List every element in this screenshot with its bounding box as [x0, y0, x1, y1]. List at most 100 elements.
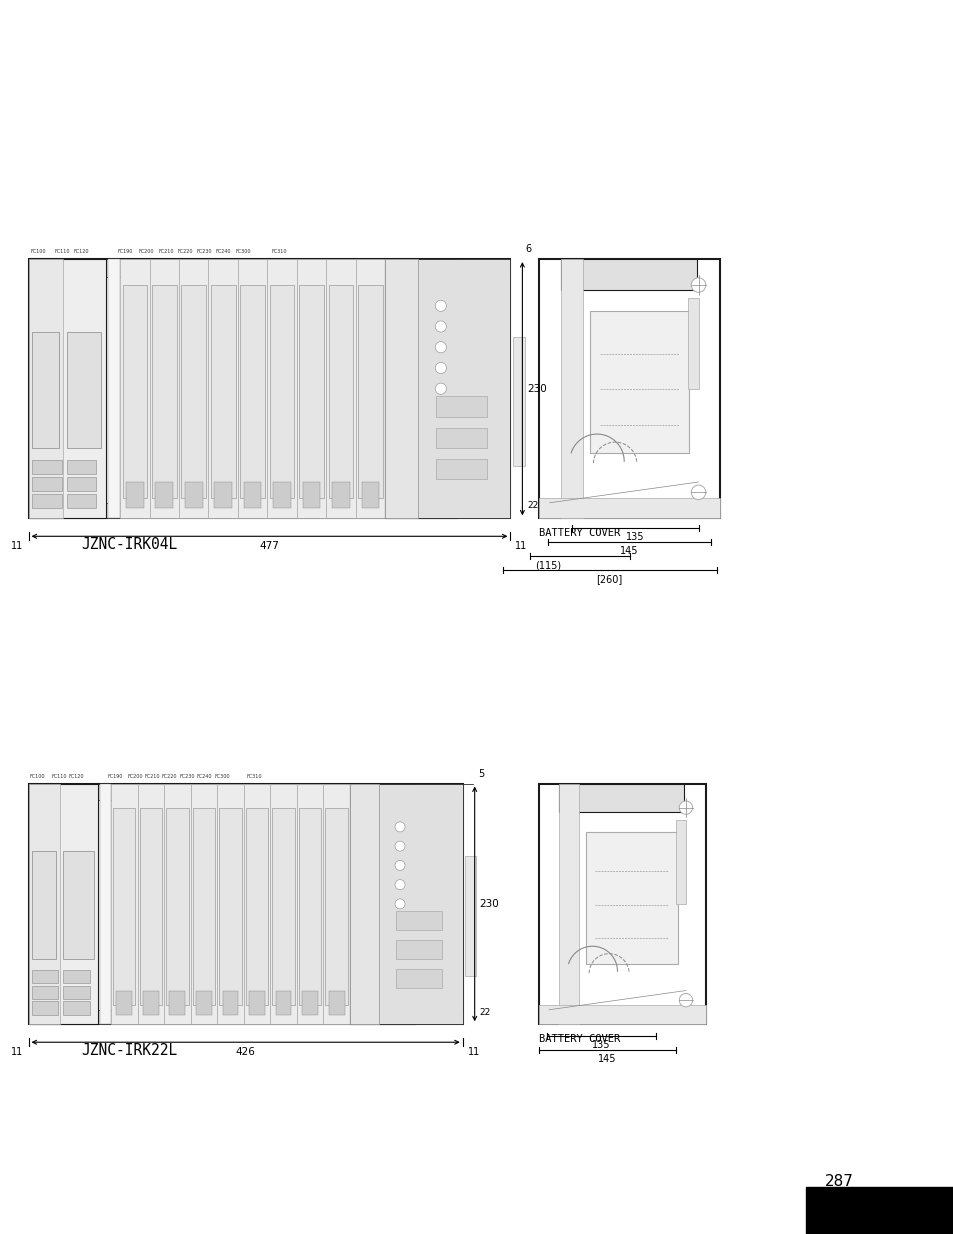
Bar — [270, 285, 294, 497]
Text: FC240: FC240 — [196, 774, 212, 779]
Bar — [273, 482, 291, 508]
Bar — [63, 851, 93, 959]
Bar — [63, 986, 90, 1000]
Text: 6: 6 — [525, 244, 531, 254]
Text: JZNC-IRK04L: JZNC-IRK04L — [81, 537, 177, 552]
Bar — [385, 259, 456, 518]
Bar — [267, 259, 296, 518]
Bar — [32, 851, 56, 959]
Bar — [122, 285, 147, 497]
Bar — [126, 482, 144, 508]
Bar — [385, 259, 417, 518]
Bar — [558, 784, 578, 1024]
Bar — [302, 991, 317, 1014]
Bar — [328, 991, 344, 1014]
Circle shape — [435, 300, 446, 311]
Text: FC210: FC210 — [158, 249, 173, 254]
Bar — [273, 808, 294, 1004]
Bar — [29, 259, 106, 518]
Bar — [63, 970, 90, 983]
Bar — [325, 808, 347, 1004]
Text: FC120: FC120 — [69, 774, 84, 779]
Bar — [299, 285, 324, 497]
Bar — [326, 259, 355, 518]
Bar — [361, 482, 379, 508]
Text: 11: 11 — [11, 542, 24, 552]
Text: FC220: FC220 — [177, 249, 193, 254]
Bar — [687, 299, 698, 389]
Bar — [298, 808, 321, 1004]
Bar — [237, 259, 267, 518]
Bar — [350, 784, 415, 1024]
Bar — [29, 259, 510, 518]
Bar — [67, 494, 96, 508]
Bar — [357, 285, 382, 497]
Text: 11: 11 — [467, 1048, 479, 1058]
Bar — [296, 784, 323, 1024]
Bar — [244, 482, 261, 508]
Bar — [120, 259, 150, 518]
Bar — [675, 819, 685, 905]
Bar — [113, 808, 135, 1004]
Bar — [32, 986, 58, 1000]
Bar — [32, 970, 58, 983]
Bar — [350, 784, 378, 1024]
Bar — [538, 784, 705, 1024]
Circle shape — [435, 321, 446, 332]
Bar — [436, 428, 487, 448]
Bar — [538, 1004, 705, 1024]
Bar — [585, 832, 677, 964]
Bar — [560, 259, 696, 290]
Text: 135: 135 — [625, 532, 643, 542]
Text: FC230: FC230 — [196, 249, 212, 254]
Text: [260]: [260] — [596, 574, 622, 584]
Bar — [222, 991, 238, 1014]
Bar — [560, 259, 582, 518]
Bar — [513, 337, 524, 466]
Bar — [395, 911, 441, 930]
Bar — [137, 784, 164, 1024]
Bar — [805, 1187, 953, 1234]
Bar — [323, 784, 350, 1024]
Circle shape — [395, 860, 405, 870]
Circle shape — [435, 383, 446, 395]
Circle shape — [679, 801, 692, 814]
Bar — [436, 459, 487, 480]
Bar — [214, 482, 232, 508]
Text: 11: 11 — [515, 542, 527, 552]
Text: FC310: FC310 — [246, 774, 262, 779]
Circle shape — [395, 898, 405, 909]
Bar — [195, 991, 212, 1014]
Bar — [243, 784, 270, 1024]
Circle shape — [395, 822, 405, 832]
Circle shape — [435, 342, 446, 353]
Text: FC310: FC310 — [271, 249, 287, 254]
Bar — [29, 784, 98, 1024]
Bar — [249, 991, 265, 1014]
Bar — [29, 259, 510, 278]
Circle shape — [691, 278, 705, 292]
Text: FC210: FC210 — [145, 774, 160, 779]
Bar — [217, 784, 243, 1024]
Text: 135: 135 — [592, 1040, 610, 1050]
Bar — [150, 259, 179, 518]
Text: 145: 145 — [619, 547, 639, 557]
Text: 287: 287 — [824, 1174, 853, 1190]
Text: 11: 11 — [11, 1048, 24, 1058]
Text: FC240: FC240 — [215, 249, 232, 254]
Text: 5: 5 — [477, 769, 483, 779]
Bar — [275, 991, 292, 1014]
Bar — [538, 497, 720, 518]
Text: 145: 145 — [598, 1054, 616, 1064]
Bar — [538, 259, 720, 518]
Text: 426: 426 — [235, 1048, 255, 1058]
Bar — [246, 808, 268, 1004]
Bar — [29, 502, 510, 518]
Bar — [395, 969, 441, 988]
Bar — [240, 285, 265, 497]
Bar — [395, 940, 441, 959]
Bar — [185, 482, 202, 508]
Text: 22: 22 — [479, 1008, 491, 1017]
Bar — [211, 285, 235, 497]
Text: 230: 230 — [527, 384, 547, 394]
